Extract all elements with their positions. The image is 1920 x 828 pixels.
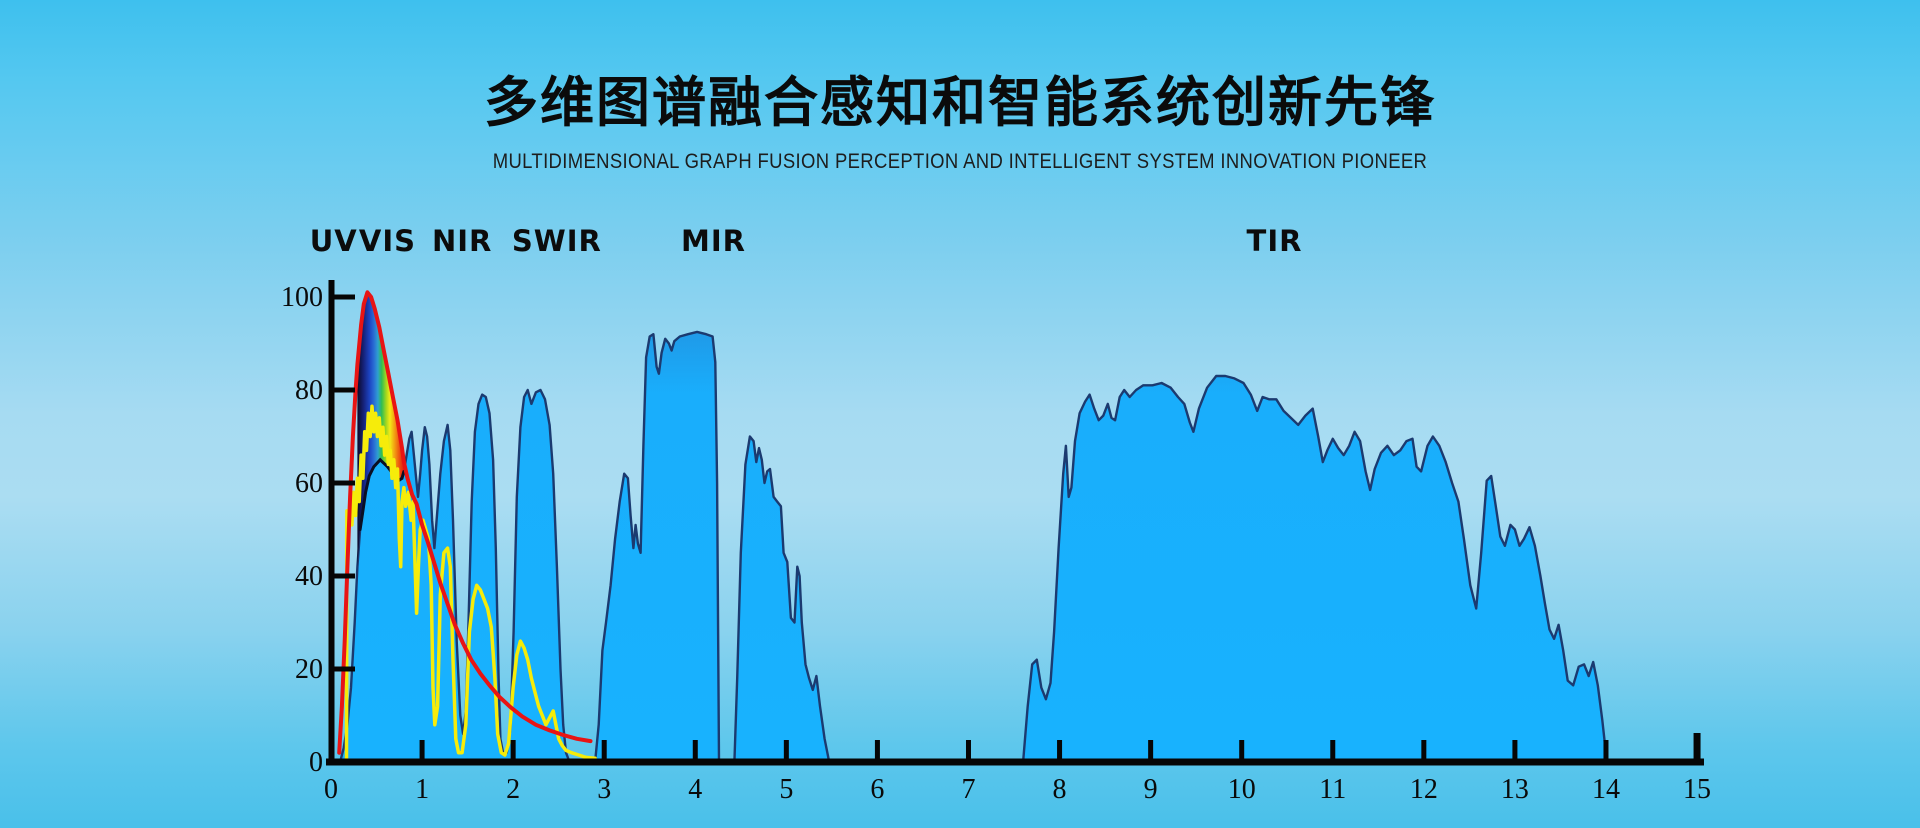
x-tick — [692, 740, 698, 762]
x-tick — [1603, 740, 1609, 762]
band-label-mir: MIR — [680, 224, 746, 258]
x-tick — [510, 740, 516, 762]
x-tick-label: 3 — [597, 774, 611, 805]
x-axis-line — [326, 758, 1704, 766]
y-tick-label: 40 — [295, 561, 323, 592]
x-tick-label: 7 — [961, 774, 975, 805]
transmission-area — [338, 330, 1609, 764]
band-label-swir: SWIR — [511, 224, 602, 258]
x-tick — [1421, 740, 1427, 762]
y-axis-line — [328, 280, 335, 765]
x-tick — [1512, 740, 1518, 762]
x-tick — [783, 740, 789, 762]
y-tick — [334, 666, 355, 672]
x-axis-end-cap — [1693, 733, 1701, 762]
x-tick-label: 6 — [870, 774, 884, 805]
y-tick — [334, 480, 355, 486]
x-tick-label: 14 — [1592, 774, 1620, 805]
x-tick-label: 13 — [1501, 774, 1529, 805]
x-tick-label: 10 — [1228, 774, 1256, 805]
x-tick — [965, 740, 971, 762]
y-tick — [334, 387, 355, 393]
band-label-tir: TIR — [1246, 224, 1303, 258]
y-tick-label: 20 — [295, 654, 323, 685]
y-tick — [334, 294, 355, 300]
page-subtitle: MULTIDIMENSIONAL GRAPH FUSION PERCEPTION… — [492, 150, 1428, 173]
y-tick-label: 60 — [295, 468, 323, 499]
solar-envelope-curve — [337, 290, 593, 755]
x-tick-label: 12 — [1410, 774, 1438, 805]
x-tick — [1148, 740, 1154, 762]
x-tick — [601, 740, 607, 762]
x-tick-label: 4 — [688, 774, 702, 805]
x-tick-label: 8 — [1053, 774, 1067, 805]
x-tick-label: 15 — [1683, 774, 1711, 805]
x-tick-label: 11 — [1319, 774, 1346, 805]
x-tick-label: 5 — [779, 774, 793, 805]
y-tick-label: 0 — [309, 747, 323, 778]
x-tick — [1330, 740, 1336, 762]
band-label-nir: NIR — [431, 224, 493, 258]
y-tick-label: 100 — [281, 282, 323, 313]
x-tick-label: 1 — [415, 774, 429, 805]
window-arc — [358, 457, 406, 531]
x-tick — [1057, 740, 1063, 762]
page-title: 多维图谱融合感知和智能系统创新先锋 — [484, 71, 1436, 134]
x-tick-label: 0 — [324, 774, 338, 805]
x-tick-label: 2 — [506, 774, 520, 805]
x-tick — [419, 740, 425, 762]
y-tick-label: 80 — [295, 375, 323, 406]
band-label-uv: UV — [309, 224, 358, 258]
ground-solar-curve — [344, 404, 597, 764]
x-tick — [1239, 740, 1245, 762]
x-tick-label: 9 — [1144, 774, 1158, 805]
x-tick — [874, 740, 880, 762]
band-label-vis: VIS — [358, 224, 417, 258]
y-tick — [334, 573, 355, 579]
